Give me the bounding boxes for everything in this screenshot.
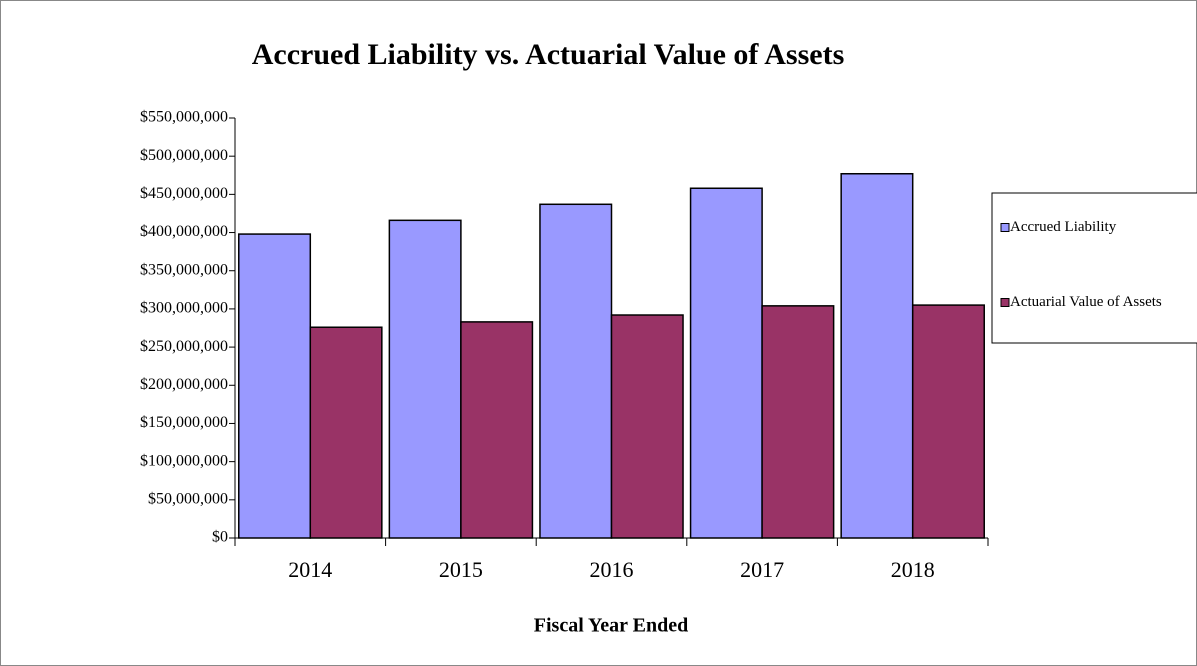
legend-box xyxy=(991,192,1197,344)
x-tick-label: 2017 xyxy=(740,557,784,582)
x-tick-label: 2015 xyxy=(439,557,483,582)
y-tick-label: $450,000,000 xyxy=(140,185,228,202)
legend-label: Accrued Liability xyxy=(1010,219,1117,235)
bar xyxy=(761,305,835,539)
chart-title: Accrued Liability vs. Actuarial Value of… xyxy=(252,38,845,71)
y-tick-label: $100,000,000 xyxy=(140,452,228,469)
x-tick-label: 2018 xyxy=(891,557,935,582)
bar xyxy=(539,203,613,539)
y-tick-label: $0 xyxy=(212,529,228,546)
y-tick-label: $300,000,000 xyxy=(140,300,228,317)
bar xyxy=(840,172,914,539)
legend-swatch xyxy=(1000,298,1010,307)
y-tick-label: $350,000,000 xyxy=(140,261,228,278)
y-tick-label: $200,000,000 xyxy=(140,376,228,393)
y-tick-label: $50,000,000 xyxy=(148,490,228,507)
bar xyxy=(610,314,684,539)
bar xyxy=(689,187,763,539)
bar xyxy=(309,326,383,539)
bar xyxy=(911,304,985,539)
x-tick-label: 2014 xyxy=(288,557,332,582)
bar xyxy=(460,321,534,539)
y-tick-label: $500,000,000 xyxy=(140,147,228,164)
y-tick-label: $150,000,000 xyxy=(140,414,228,431)
x-tick-label: 2016 xyxy=(590,557,634,582)
bar xyxy=(238,233,312,539)
bar xyxy=(388,219,462,539)
x-axis-title: Fiscal Year Ended xyxy=(534,615,688,637)
legend-label: Actuarial Value of Assets xyxy=(1010,294,1162,310)
legend-swatch xyxy=(1000,223,1010,232)
y-tick-label: $550,000,000 xyxy=(140,109,228,126)
y-tick-label: $400,000,000 xyxy=(140,223,228,240)
y-tick-label: $250,000,000 xyxy=(140,338,228,355)
